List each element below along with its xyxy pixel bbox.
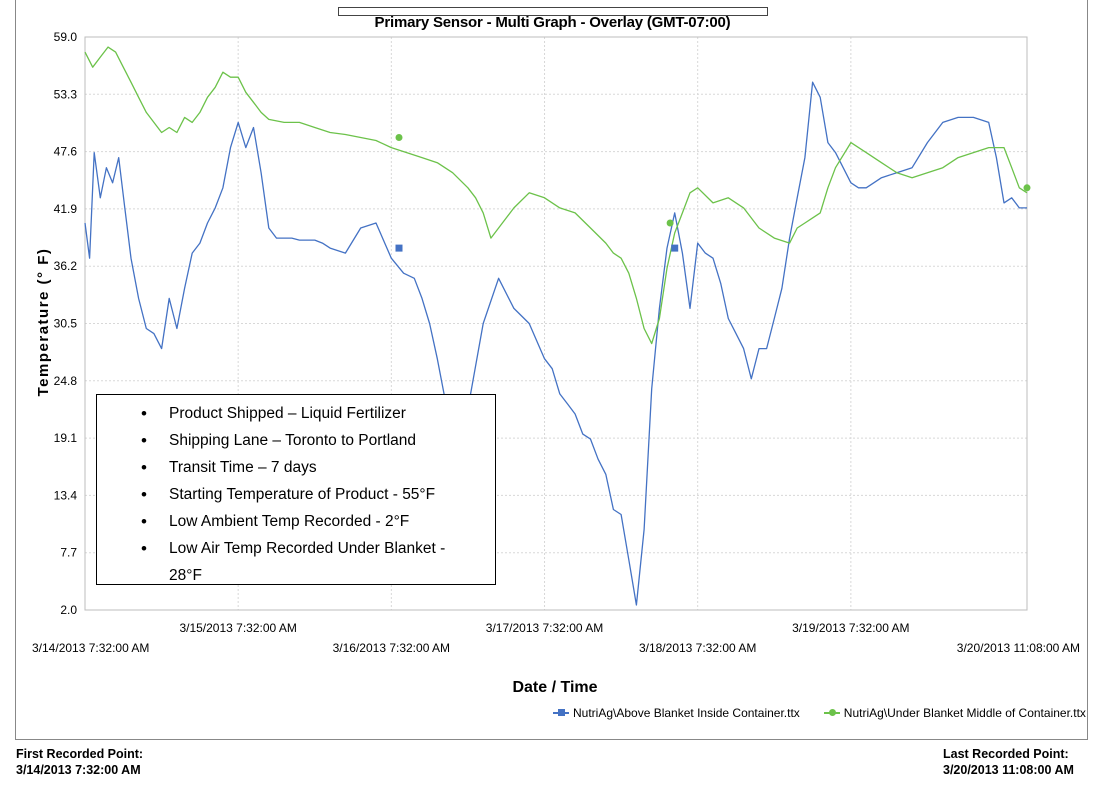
- title-box: [338, 7, 768, 16]
- circle-marker: [666, 219, 674, 227]
- legend-item-above-blanket: NutriAg\Above Blanket Inside Container.t…: [553, 706, 800, 720]
- y-tick-label: 30.5: [54, 317, 78, 331]
- first-recorded-point: First Recorded Point: 3/14/2013 7:32:00 …: [16, 746, 143, 778]
- x-tick-label: 3/19/2013 7:32:00 AM: [792, 621, 909, 635]
- legend-label: NutriAg\Above Blanket Inside Container.t…: [573, 706, 800, 720]
- annotation-item: Starting Temperature of Product - 55°F: [141, 481, 487, 508]
- first-recorded-label: First Recorded Point:: [16, 747, 144, 761]
- legend-item-under-blanket: NutriAg\Under Blanket Middle of Containe…: [823, 706, 1086, 720]
- x-tick-label: 3/14/2013 7:32:00 AM: [32, 641, 149, 655]
- annotation-item: Product Shipped – Liquid Fertilizer: [141, 400, 487, 427]
- y-tick-label: 7.7: [60, 546, 77, 560]
- y-tick-label: 41.9: [54, 202, 78, 216]
- square-marker-icon: [553, 708, 569, 718]
- last-recorded-value: 3/20/2013 11:08:00 AM: [943, 763, 1074, 777]
- annotation-item: Transit Time – 7 days: [141, 454, 487, 481]
- circle-marker-icon: [823, 708, 840, 718]
- y-tick-label: 13.4: [54, 488, 78, 502]
- tick-labels: 59.0 53.3 47.6 41.9 36.2 30.5 24.8 19.1 13.4 7.7 2…: [32, 30, 1080, 655]
- annotation-item: Low Ambient Temp Recorded - 2°F: [141, 508, 487, 535]
- x-tick-label: 3/15/2013 7:32:00 AM: [179, 621, 296, 635]
- x-tick-label: 3/20/2013 11:08:00 AM: [957, 641, 1080, 655]
- marker-layer: [395, 134, 1031, 252]
- y-tick-label: 2.0: [60, 603, 77, 617]
- series-line-above-blanket: [84, 81, 1027, 606]
- x-axis-title: Date / Time: [512, 679, 597, 696]
- y-tick-label: 36.2: [54, 259, 78, 273]
- y-tick-label: 47.6: [54, 145, 78, 159]
- chart-frame: [15, 0, 1088, 740]
- y-tick-label: 19.1: [54, 431, 78, 445]
- legend: NutriAg\Above Blanket Inside Container.t…: [553, 706, 1086, 720]
- x-tick-label: 3/18/2013 7:32:00 AM: [639, 641, 756, 655]
- annotation-item: Shipping Lane – Toronto to Portland: [141, 427, 487, 454]
- last-recorded-point: Last Recorded Point: 3/20/2013 11:08:00 …: [943, 746, 1074, 778]
- x-tick-label: 3/16/2013 7:32:00 AM: [333, 641, 450, 655]
- y-tick-label: 59.0: [54, 30, 78, 44]
- y-tick-label: 53.3: [54, 87, 78, 101]
- legend-label: NutriAg\Under Blanket Middle of Containe…: [843, 706, 1086, 720]
- annotation-item: Low Air Temp Recorded Under Blanket - 28…: [141, 535, 469, 589]
- square-marker: [395, 244, 403, 252]
- annotation-box: Product Shipped – Liquid FertilizerShipp…: [96, 394, 496, 585]
- circle-marker: [1023, 184, 1031, 192]
- x-tick-label: 3/17/2013 7:32:00 AM: [486, 621, 603, 635]
- axes: [84, 36, 1028, 611]
- y-axis-title: Temperature (° F): [35, 248, 52, 397]
- plot-area-border: [84, 36, 1028, 611]
- series-line-under-blanket: [84, 46, 1028, 345]
- square-marker: [671, 244, 679, 252]
- last-recorded-label: Last Recorded Point:: [943, 747, 1069, 761]
- circle-marker: [395, 134, 403, 142]
- y-tick-label: 24.8: [54, 374, 78, 388]
- annotation-list: Product Shipped – Liquid FertilizerShipp…: [97, 400, 487, 589]
- first-recorded-value: 3/14/2013 7:32:00 AM: [16, 763, 141, 777]
- series-layer: [84, 46, 1028, 606]
- chart-title: Primary Sensor - Multi Graph - Overlay (…: [374, 14, 731, 31]
